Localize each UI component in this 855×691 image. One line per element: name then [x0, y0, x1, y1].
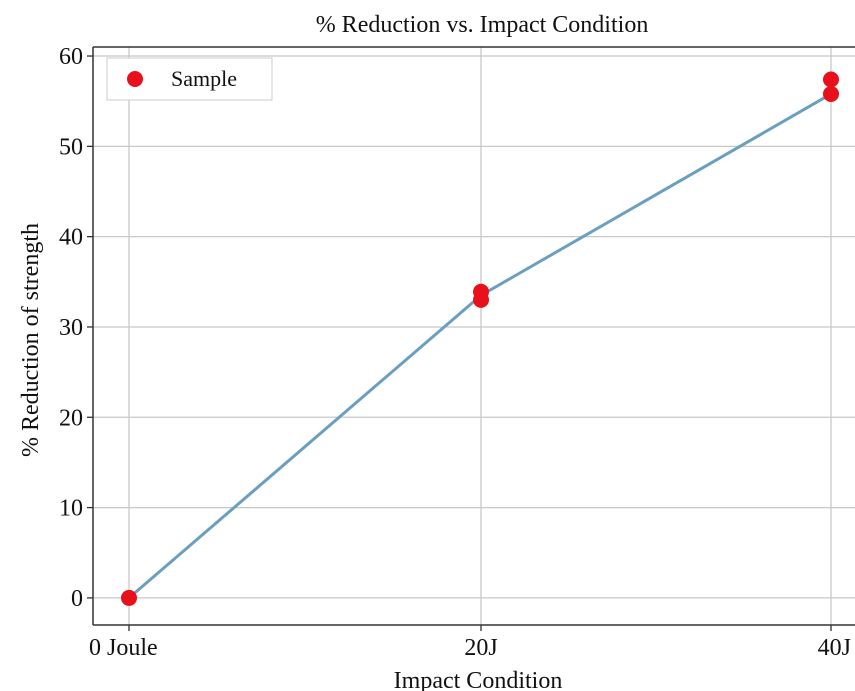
y-tick-label-0: 0: [71, 586, 83, 612]
y-tick-label-10: 10: [59, 496, 83, 522]
x-tick-label-2: 40J: [818, 635, 851, 661]
sample-point-0: [121, 589, 137, 606]
y-tick-label-50: 50: [59, 134, 83, 160]
legend-marker: [127, 71, 143, 87]
data-series: [121, 71, 839, 606]
legend: Sample: [106, 57, 273, 101]
x-axis-label: Impact Condition: [394, 668, 563, 691]
grid-lines: [93, 47, 855, 625]
x-tick-label-0: 0 Joule: [89, 635, 158, 661]
labels: 0 10 20 30 40 50 60 0 Joule 20J 40J: [59, 44, 851, 661]
sample-point-2: [473, 291, 489, 308]
legend-label: Sample: [171, 66, 237, 91]
x-tick-label-1: 20J: [464, 635, 497, 661]
y-tick-label-20: 20: [59, 405, 83, 431]
chart-title: % Reduction vs. Impact Condition: [316, 12, 649, 38]
y-tick-label-60: 60: [59, 44, 83, 70]
sample-point-3: [823, 71, 839, 88]
y-tick-label-30: 30: [59, 315, 83, 341]
fit-line: [128, 92, 832, 600]
y-axis-label: % Reduction of strength: [18, 223, 44, 457]
y-tick-label-40: 40: [59, 225, 83, 251]
sample-point-4: [823, 85, 839, 102]
axes: [87, 46, 855, 631]
